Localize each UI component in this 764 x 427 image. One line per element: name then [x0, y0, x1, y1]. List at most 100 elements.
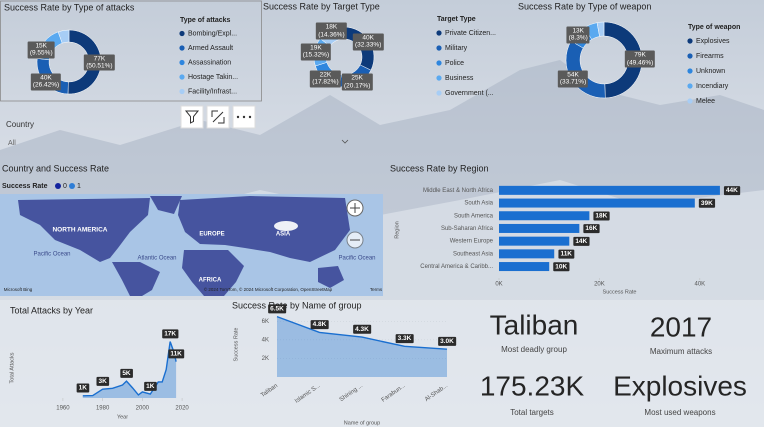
- data-label-bg: [698, 198, 716, 208]
- map-area: [0, 194, 383, 296]
- x-tick-label: 40K: [694, 282, 705, 288]
- legend-title: Type of weapon: [688, 24, 740, 31]
- map-label: EUROPE: [199, 232, 224, 238]
- data-label-bg: [395, 334, 414, 344]
- data-label: 1K: [146, 383, 155, 390]
- map-label: Microsoft Bing: [4, 287, 33, 292]
- data-label: 16K: [585, 225, 597, 232]
- x-tick-label: 2000: [136, 406, 150, 412]
- legend-marker: [69, 183, 75, 189]
- data-label-bg: [583, 224, 600, 234]
- zoom-in[interactable]: [346, 199, 364, 217]
- map-label: NORTH AMERICA: [52, 227, 107, 234]
- data-label: 77K (50.51%): [84, 54, 115, 71]
- donut-slice: [57, 29, 70, 44]
- legend-marker: [179, 74, 185, 80]
- data-label: 25K (20.17%): [342, 73, 373, 91]
- visual-toolbar[interactable]: [180, 105, 256, 129]
- land: [318, 266, 344, 288]
- y-tick-label: Sub-Saharan Africa: [441, 226, 494, 232]
- legend-label: Bombing/Expl...: [188, 30, 237, 37]
- bar: [499, 211, 590, 221]
- card-label: Most deadly group: [501, 345, 567, 354]
- slicer-value[interactable]: All: [8, 140, 16, 147]
- legend-title: Success Rate: [2, 183, 48, 190]
- area: [277, 316, 447, 377]
- land: [178, 196, 350, 262]
- data-label: 17K: [164, 330, 176, 337]
- data-label: 14K: [575, 238, 587, 245]
- card-value: 2017: [650, 311, 712, 342]
- y-tick-label: Middle East & North Africa: [423, 188, 494, 194]
- filter-button[interactable]: [180, 105, 204, 129]
- chart-title: Success Rate by Type of attacks: [4, 2, 135, 12]
- legend-marker: [687, 68, 693, 74]
- card-value: Taliban: [490, 309, 579, 340]
- slicer-label: Country: [6, 120, 34, 129]
- data-label-bg: [723, 186, 741, 196]
- data-label: 5K: [122, 370, 131, 377]
- legend-label: Explosives: [696, 38, 730, 45]
- data-label: 1K: [79, 385, 88, 392]
- legend-label: Hostage Takin...: [188, 74, 238, 81]
- legend-marker: [687, 38, 693, 44]
- country-slicer[interactable]: Country All: [6, 120, 349, 147]
- data-label: 18K (14.36%): [316, 22, 347, 40]
- data-label: 22K (17.82%): [310, 70, 341, 88]
- legend-label: Private Citizen...: [445, 30, 496, 37]
- card-label: Total targets: [510, 408, 554, 417]
- chart-title: Success Rate by Region: [390, 163, 489, 173]
- legend-marker: [55, 183, 61, 189]
- chart-title: Success Rate by Name of group: [232, 300, 362, 310]
- y-axis-label: Region: [394, 221, 400, 238]
- y-tick-label: South Asia: [464, 201, 493, 207]
- legend-label: Unknown: [696, 68, 725, 75]
- legend-title: Target Type: [437, 16, 476, 23]
- land: [18, 198, 150, 262]
- bar: [499, 198, 695, 208]
- x-tick-label: 2020: [175, 406, 189, 412]
- legend-marker: [179, 88, 185, 95]
- data-label: 40K (26.42%): [30, 73, 62, 91]
- legend-marker: [687, 83, 693, 89]
- legend-label: Facility/Infrast...: [188, 88, 237, 95]
- data-label-bg: [76, 383, 90, 393]
- land: [150, 196, 182, 214]
- data-label: 3K: [98, 378, 107, 385]
- legend-label: 0: [63, 183, 67, 190]
- data-label: 39K: [701, 200, 713, 207]
- y-tick-label: Southeast Asia: [453, 251, 494, 257]
- map-label: Pacific Ocean: [33, 252, 70, 258]
- y-axis-label: Total Attacks: [9, 352, 15, 383]
- bar: [499, 262, 550, 272]
- line: [82, 341, 177, 397]
- card-label: Maximum attacks: [650, 347, 712, 356]
- legend-marker: [436, 90, 442, 96]
- donut-slice: [603, 21, 643, 99]
- card-value: Explosives: [613, 370, 747, 401]
- data-label-bg: [162, 329, 179, 339]
- y-tick-label: 6K: [262, 319, 269, 325]
- data-label-bg: [553, 262, 570, 272]
- x-axis-label: Name of group: [344, 420, 380, 426]
- land: [182, 250, 244, 296]
- dot: [248, 115, 252, 119]
- x-tick-label: 0K: [495, 282, 502, 288]
- data-label-bg: [593, 211, 610, 221]
- legend-marker: [687, 98, 693, 104]
- chart-title: Country and Success Rate: [2, 163, 109, 173]
- map-label: AFRICA: [199, 278, 222, 284]
- y-tick-label: Western Europe: [450, 239, 494, 245]
- legend-label: Melee: [696, 98, 715, 105]
- filter-icon: [184, 110, 200, 124]
- zoom-out[interactable]: [346, 231, 364, 249]
- y-axis-label: Success Rate: [233, 328, 239, 362]
- chevron[interactable]: [341, 139, 349, 144]
- card-value: 175.23K: [480, 370, 585, 401]
- x-axis-label: Success Rate: [603, 289, 637, 295]
- data-label: 3.3K: [398, 335, 412, 342]
- area: [82, 341, 177, 398]
- highlighted-country: [274, 221, 298, 231]
